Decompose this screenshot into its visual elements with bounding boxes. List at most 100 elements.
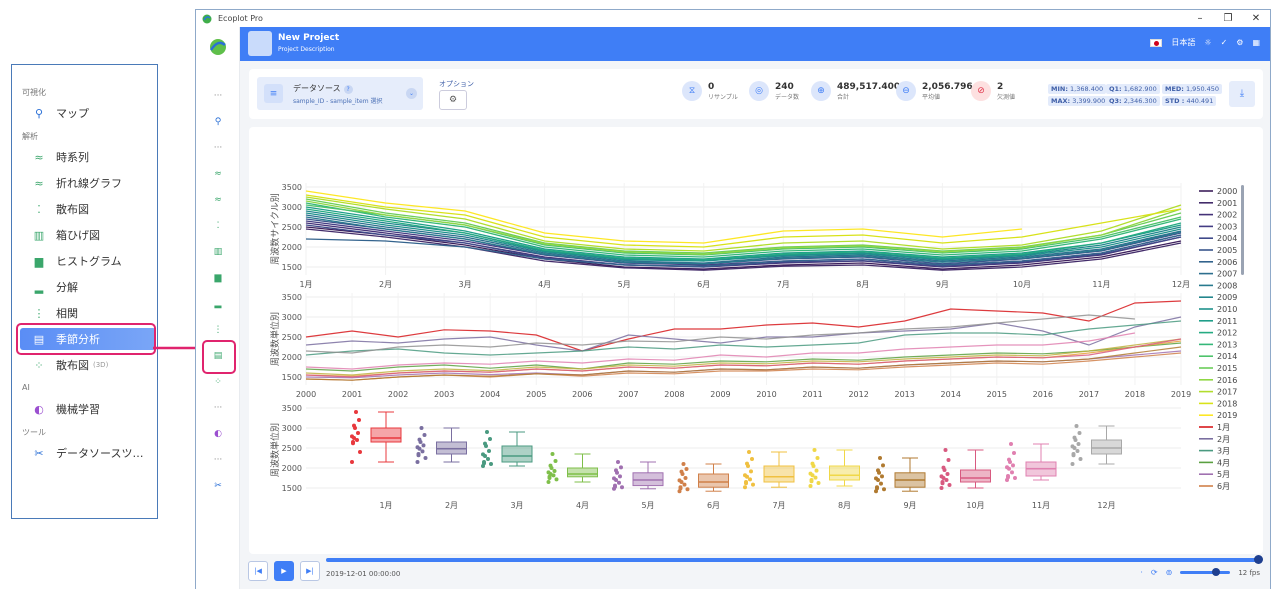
legend-label[interactable]: 6月	[1217, 482, 1230, 491]
theme-sun-icon[interactable]: ☼	[1204, 38, 1212, 47]
jitter-point	[350, 434, 354, 439]
skip-back-button[interactable]: |◀	[248, 561, 268, 581]
legend-label[interactable]: 2016	[1217, 376, 1237, 385]
project-description[interactable]: Project Description	[278, 46, 335, 53]
sidebar-map-pin-icon[interactable]: ⚲	[214, 117, 222, 127]
legend-label[interactable]: 2月	[1217, 435, 1230, 444]
menu-item-scatter3d[interactable]: ⁘ 散布図 (3D)	[20, 354, 156, 376]
sidebar-more-icon[interactable]: ···	[213, 91, 223, 101]
menu-item-boxplot[interactable]: ▥ 箱ひげ図	[20, 224, 156, 246]
menu-item-ml[interactable]: ◐ 機械学習	[20, 398, 156, 420]
x-tick-label: 2010	[756, 390, 776, 399]
jitter-point	[547, 476, 552, 480]
jitter-point	[552, 469, 557, 473]
menu-item-decompose[interactable]: ▂ 分解	[20, 276, 156, 298]
legend-label[interactable]: 2019	[1217, 411, 1237, 420]
x-tick-label: 2002	[388, 390, 408, 399]
sidebar-correlation-icon[interactable]: ⋮	[213, 325, 223, 335]
menu-item-seasonal[interactable]: ▤ 季節分析	[20, 328, 156, 350]
menu-item-scatter[interactable]: ⁚ 散布図	[20, 198, 156, 220]
stat-value: 2,056.796	[922, 81, 973, 92]
sidebar-boxplot-icon[interactable]: ▥	[213, 247, 223, 257]
legend-label[interactable]: 2010	[1217, 305, 1237, 314]
sidebar-histogram-icon[interactable]: ▆	[214, 273, 222, 283]
series-line-8月	[305, 338, 1182, 376]
legend-label[interactable]: 2015	[1217, 364, 1237, 373]
help-icon[interactable]: ?	[343, 85, 353, 94]
menu-item-timeseries[interactable]: ≈ 時系列	[20, 146, 156, 168]
menu-item-histogram[interactable]: ▆ ヒストグラム	[20, 250, 156, 272]
menu-item-line-graph[interactable]: ≈ 折れ線グラフ	[20, 172, 156, 194]
menu-item-correlation[interactable]: ⋮ 相関	[20, 302, 156, 324]
box-12月	[1070, 424, 1122, 466]
sidebar-seasonal-icon[interactable]: ▤	[213, 351, 223, 361]
series-line-9月	[305, 346, 1182, 381]
x-tick-label: 2008	[664, 390, 684, 399]
project-icon[interactable]	[248, 31, 272, 56]
legend-label[interactable]: 2009	[1217, 293, 1237, 302]
legend-label[interactable]: 2012	[1217, 329, 1237, 338]
x-tick-label: 7月	[777, 280, 790, 289]
sidebar-scatter3d-icon[interactable]: ⁘	[214, 377, 222, 387]
datasource-selector[interactable]: ≡ データソース? sample_ID - sample_item 選択 ⌄	[257, 77, 423, 110]
jitter-point	[618, 474, 622, 479]
legend-label[interactable]: 2001	[1217, 199, 1237, 208]
sidebar-line-graph-icon[interactable]: ≈	[214, 195, 222, 205]
data-toolbar: ≡ データソース? sample_ID - sample_item 選択 ⌄ オ…	[249, 69, 1263, 119]
sidebar-scatter-icon[interactable]: ⁚	[216, 221, 220, 231]
restore-icon[interactable]: ❐	[1223, 13, 1233, 24]
play-button[interactable]: ▶	[274, 561, 294, 581]
options-gear-button[interactable]: ⚙	[439, 90, 467, 110]
chevron-down-icon[interactable]: ⌄	[406, 88, 417, 99]
timeline-slider[interactable]	[326, 555, 1263, 564]
sidebar-timeseries-icon[interactable]: ≈	[214, 169, 222, 179]
grid-icon[interactable]: ▦	[1252, 38, 1260, 47]
language-selector[interactable]: 日本語	[1171, 38, 1196, 47]
legend-label[interactable]: 2013	[1217, 340, 1237, 349]
minimize-icon[interactable]: –	[1197, 13, 1203, 24]
legend-label[interactable]: 2007	[1217, 270, 1237, 279]
fps-slider[interactable]	[1180, 568, 1231, 576]
legend-label[interactable]: 2011	[1217, 317, 1237, 326]
legend-label[interactable]: 2006	[1217, 258, 1237, 267]
x-tick-label: 8月	[838, 501, 851, 510]
legend-label[interactable]: 2004	[1217, 234, 1237, 243]
legend-label[interactable]: 2008	[1217, 281, 1237, 290]
timeline-handle[interactable]	[1254, 555, 1263, 564]
check-circle-icon[interactable]: ✓	[1220, 38, 1228, 47]
y-tick-label: 1500	[282, 373, 302, 382]
menu-item-tools[interactable]: ✂ データソースツ…	[20, 442, 156, 464]
jitter-point	[1070, 444, 1075, 449]
close-icon[interactable]: ✕	[1251, 13, 1261, 24]
legend-label[interactable]: 5月	[1217, 470, 1230, 479]
sidebar-decompose-icon[interactable]: ▂	[214, 299, 222, 309]
legend-label[interactable]: 2003	[1217, 222, 1237, 231]
legend-label[interactable]: 3月	[1217, 447, 1230, 456]
series-line-2007	[305, 214, 1182, 264]
sidebar-more-icon[interactable]: ···	[213, 455, 223, 465]
legend-label[interactable]: 2014	[1217, 352, 1237, 361]
menu-item-map-pin[interactable]: ⚲ マップ	[20, 102, 156, 124]
mini-stat-value: 2,346.300	[1123, 97, 1157, 105]
menu-item-label: データソースツ…	[56, 447, 144, 460]
legend-label[interactable]: 2017	[1217, 388, 1237, 397]
sidebar-tools-icon[interactable]: ✂	[214, 481, 222, 491]
skip-forward-button[interactable]: ▶|	[300, 561, 320, 581]
legend-label[interactable]: 2018	[1217, 399, 1237, 408]
legend-scrollbar[interactable]	[1241, 185, 1244, 275]
fps-label: 12 fps	[1238, 568, 1260, 577]
download-button[interactable]: ⤓	[1229, 81, 1255, 107]
sidebar-ml-icon[interactable]: ◐	[214, 429, 222, 439]
legend-label[interactable]: 2000	[1217, 187, 1237, 196]
legend-label[interactable]: 2005	[1217, 246, 1237, 255]
loop-icon[interactable]: ⟳	[1150, 568, 1158, 577]
legend-label[interactable]: 4月	[1217, 458, 1230, 467]
sidebar-more-icon[interactable]: ···	[213, 403, 223, 413]
jitter-point	[1012, 451, 1016, 455]
sidebar-more-icon[interactable]: ···	[213, 143, 223, 153]
gear-icon[interactable]: ⚙	[1236, 38, 1244, 47]
legend-label[interactable]: 2002	[1217, 211, 1237, 220]
legend-label[interactable]: 1月	[1217, 423, 1230, 432]
jitter-point	[946, 458, 951, 462]
project-title[interactable]: New Project	[278, 33, 340, 43]
